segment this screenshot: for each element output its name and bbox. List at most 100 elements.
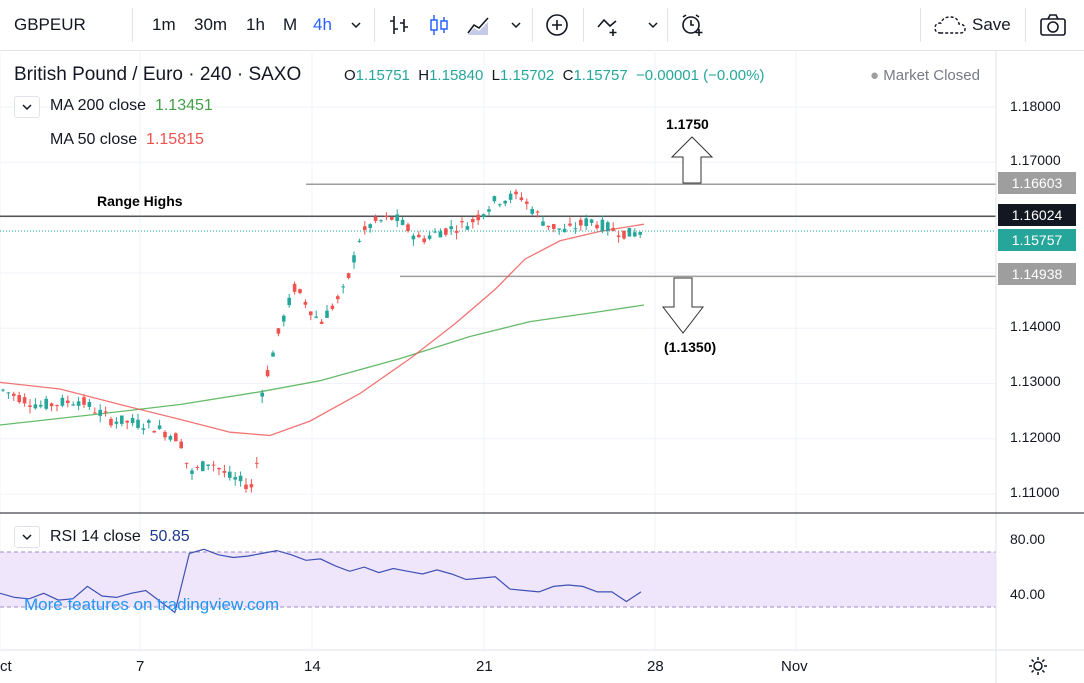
chevron-down-icon[interactable] bbox=[510, 19, 522, 31]
candle-down bbox=[319, 321, 324, 324]
candle-up bbox=[589, 219, 594, 223]
price-tick: 1.18000 bbox=[1010, 98, 1061, 114]
candle-up bbox=[503, 200, 507, 204]
candle-up bbox=[238, 475, 243, 482]
candle-up bbox=[395, 214, 399, 222]
last-price-tag: 1.15757 bbox=[998, 229, 1076, 251]
candle-down bbox=[17, 395, 21, 403]
candle-up bbox=[1, 389, 5, 391]
compare-icon[interactable] bbox=[596, 13, 620, 37]
candle-down bbox=[125, 420, 129, 423]
candle-up bbox=[190, 470, 194, 474]
candle-up bbox=[98, 409, 102, 416]
candle-down bbox=[611, 227, 615, 231]
candle-down bbox=[330, 305, 335, 309]
chevron-down-icon[interactable] bbox=[647, 19, 659, 31]
time-tick: Nov bbox=[781, 658, 808, 675]
candle-down bbox=[390, 217, 394, 220]
candle-up bbox=[541, 221, 545, 226]
candle-down bbox=[93, 412, 97, 414]
candle-up bbox=[492, 196, 497, 202]
settings-gear-icon[interactable] bbox=[1028, 656, 1048, 676]
candle-up bbox=[465, 226, 470, 230]
alert-clock-icon[interactable] bbox=[680, 13, 704, 37]
candle-down bbox=[174, 433, 178, 442]
divider bbox=[583, 8, 584, 42]
tradingview-link[interactable]: More features on tradingview.com bbox=[24, 595, 280, 614]
candle-up bbox=[114, 421, 119, 424]
candle-down bbox=[255, 462, 259, 464]
time-tick: 7 bbox=[136, 658, 145, 675]
upper-target-label: 1.1750 bbox=[666, 116, 709, 132]
rsi-line bbox=[0, 548, 642, 614]
candle-down bbox=[552, 224, 556, 229]
candle-up bbox=[325, 310, 329, 318]
add-indicator-icon[interactable] bbox=[545, 13, 569, 37]
candle-down bbox=[519, 197, 524, 201]
candles-icon[interactable] bbox=[427, 13, 451, 37]
save-button[interactable]: Save bbox=[972, 15, 1011, 34]
divider bbox=[132, 8, 133, 42]
chevron-down-icon[interactable] bbox=[350, 19, 362, 31]
collapse-legend-button[interactable] bbox=[14, 96, 40, 118]
interval-1h[interactable]: 1h bbox=[246, 15, 265, 34]
candle-up bbox=[427, 235, 432, 239]
price-tick: 1.11000 bbox=[1010, 484, 1060, 500]
candle-up bbox=[368, 224, 372, 228]
candle-up bbox=[411, 235, 416, 240]
divider bbox=[374, 8, 375, 42]
interval-1m[interactable]: 1m bbox=[152, 15, 176, 34]
candle-down bbox=[471, 219, 475, 223]
candle-up bbox=[71, 404, 75, 406]
candle-up bbox=[600, 219, 605, 232]
candle-up bbox=[379, 220, 383, 222]
candle-up bbox=[76, 401, 81, 406]
ma50-legend[interactable]: MA 50 close 1.15815 bbox=[50, 131, 204, 148]
candle-up bbox=[168, 436, 173, 440]
candle-down bbox=[28, 405, 32, 407]
candle-down bbox=[422, 238, 426, 243]
candle-down bbox=[179, 441, 183, 449]
candle-up bbox=[136, 419, 140, 428]
candle-down bbox=[406, 224, 410, 231]
candle-up bbox=[530, 209, 534, 214]
interval-4h[interactable]: 4h bbox=[313, 15, 332, 34]
interval-30m[interactable]: 30m bbox=[194, 15, 228, 34]
rsi-legend[interactable]: RSI 14 close 50.85 bbox=[50, 528, 190, 545]
candle-down bbox=[152, 430, 156, 433]
collapse-rsi-button[interactable] bbox=[14, 526, 40, 548]
market-status: ● Market Closed bbox=[870, 67, 980, 84]
candle-down bbox=[417, 234, 421, 238]
candle-up bbox=[638, 232, 642, 235]
candle-down bbox=[460, 221, 464, 223]
candle-up bbox=[400, 219, 405, 225]
candle-up bbox=[157, 425, 162, 429]
ma200-legend[interactable]: MA 200 close 1.13451 bbox=[50, 97, 213, 114]
candle-up bbox=[341, 286, 345, 288]
candle-down bbox=[336, 296, 340, 300]
candle-up bbox=[498, 204, 502, 206]
candle-up bbox=[141, 428, 146, 430]
candle-up bbox=[633, 232, 637, 237]
time-tick: ct bbox=[0, 658, 12, 675]
level-tag-upper: 1.16603 bbox=[998, 172, 1076, 194]
cloud-save-icon[interactable] bbox=[933, 13, 967, 37]
candles bbox=[1, 189, 642, 493]
lower-target-label: (1.1350) bbox=[664, 339, 717, 355]
candle-up bbox=[627, 227, 632, 237]
candle-up bbox=[508, 193, 513, 200]
chevron-down-icon bbox=[22, 104, 32, 111]
candle-up bbox=[314, 316, 318, 318]
interval-month[interactable]: M bbox=[283, 15, 298, 34]
candle-up bbox=[449, 226, 453, 230]
ohlc-readout: O1.15751 H1.15840 L1.15702 C1.15757 −0.0… bbox=[344, 67, 765, 84]
bar-chart-icon[interactable] bbox=[388, 13, 412, 37]
candle-up bbox=[60, 397, 65, 406]
rsi-tick: 80.00 bbox=[1010, 531, 1046, 547]
area-chart-icon[interactable] bbox=[466, 13, 490, 37]
candle-up bbox=[606, 222, 610, 231]
divider bbox=[920, 8, 921, 42]
symbol-search[interactable]: GBPEUR bbox=[14, 15, 86, 34]
camera-icon[interactable] bbox=[1039, 13, 1067, 37]
